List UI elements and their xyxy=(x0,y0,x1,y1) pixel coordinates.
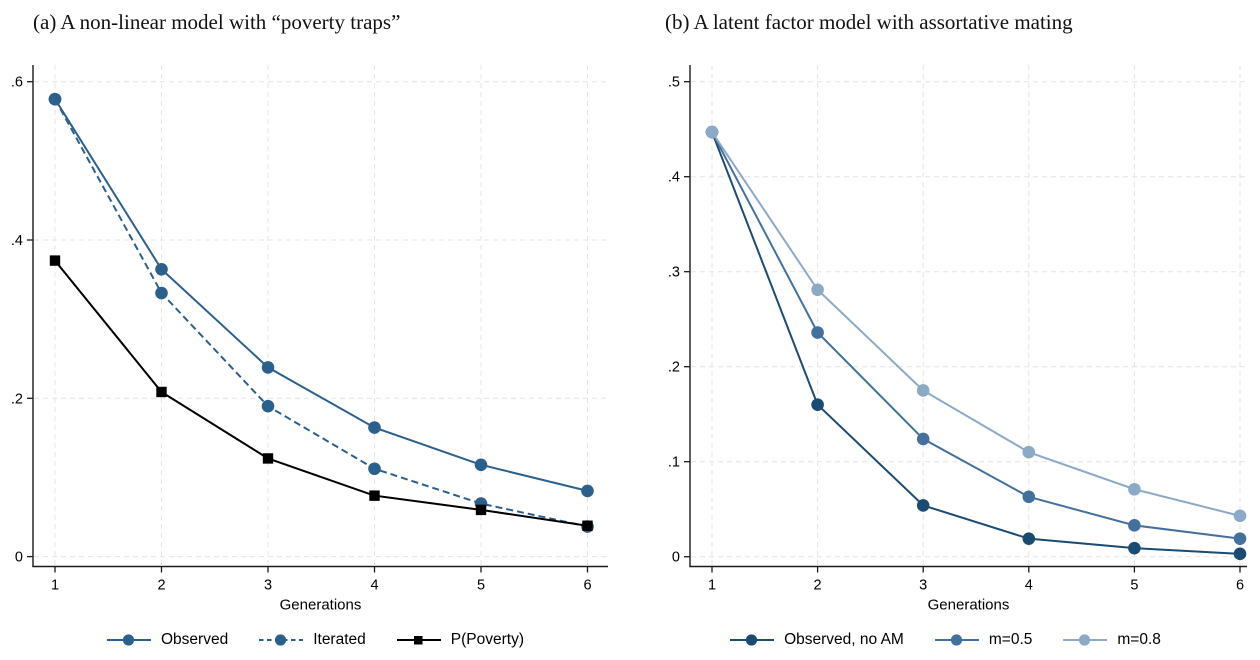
legend-key-m-0-5-icon xyxy=(934,634,979,646)
y-tick-label: 0 xyxy=(15,550,23,566)
legend-label: Observed xyxy=(161,631,229,648)
data-point-marker xyxy=(474,458,488,472)
series-m-0-8 xyxy=(705,125,1247,523)
x-tick-label: 6 xyxy=(1236,578,1244,594)
series-observed xyxy=(48,92,594,498)
data-point-marker xyxy=(261,399,275,413)
legend-label: Iterated xyxy=(313,631,366,648)
data-point-marker xyxy=(368,462,381,476)
data-point-marker xyxy=(811,398,824,412)
x-tick-label: 1 xyxy=(51,578,59,594)
legend-item-observed: Observed xyxy=(106,629,228,651)
x-tick-label: 2 xyxy=(814,578,822,594)
data-point-marker xyxy=(1128,519,1141,532)
y-tick-label: .2 xyxy=(668,360,680,376)
data-point-marker xyxy=(155,262,168,276)
series-p-poverty xyxy=(49,255,593,531)
data-point-marker xyxy=(369,490,380,501)
data-point-marker xyxy=(262,453,274,464)
legend-label: m=0.8 xyxy=(1117,631,1161,648)
legend-label: m=0.5 xyxy=(988,631,1033,648)
data-point-marker xyxy=(261,361,275,374)
legend-key-m-0-8-icon xyxy=(1063,634,1108,646)
x-axis-title: Generations xyxy=(280,597,362,614)
x-tick-label: 5 xyxy=(1130,578,1138,594)
legend-key-iterated-icon xyxy=(259,634,304,646)
data-point-marker xyxy=(1022,445,1036,459)
panel-b-legend: Observed, no AM m=0.5 m=0.8 xyxy=(630,629,1260,651)
y-tick-label: .4 xyxy=(11,233,23,249)
panel-b: (b) A latent factor model with assortati… xyxy=(630,0,1260,660)
series-observed-no-am xyxy=(705,125,1247,561)
y-tick-label: .2 xyxy=(11,391,23,407)
data-point-marker xyxy=(49,255,61,266)
series-m-0-5 xyxy=(705,125,1247,545)
legend-key-observed-icon xyxy=(107,634,151,646)
panel-a-legend: Observed Iterated P(Poverty) xyxy=(0,629,630,651)
data-point-marker xyxy=(705,125,719,139)
legend-label: P(Poverty) xyxy=(450,631,524,648)
y-tick-label: .6 xyxy=(11,75,23,91)
data-point-marker xyxy=(1022,532,1036,545)
legend-item-iterated: Iterated xyxy=(258,629,366,651)
data-point-marker xyxy=(582,520,593,531)
legend-item-observed-no-am: Observed, no AM xyxy=(729,629,904,651)
data-point-marker xyxy=(811,326,824,339)
data-point-marker xyxy=(1128,541,1141,555)
y-tick-label: .5 xyxy=(668,75,680,91)
panel-a-chart: 0 .2 .4 .6 1 2 3 4 5 6 Generations xyxy=(11,65,608,614)
legend-item-p-poverty: P(Poverty) xyxy=(396,629,524,651)
data-point-marker xyxy=(368,421,381,434)
legend-label: Observed, no AM xyxy=(784,631,904,648)
data-point-marker xyxy=(1128,482,1141,496)
y-tick-label: .3 xyxy=(668,265,680,281)
data-point-marker xyxy=(916,384,930,397)
x-tick-label: 4 xyxy=(370,578,378,594)
x-tick-label: 3 xyxy=(264,578,272,594)
legend-item-m-0-5: m=0.5 xyxy=(934,629,1033,651)
data-point-marker xyxy=(916,499,930,512)
legend-item-m-0-8: m=0.8 xyxy=(1062,629,1161,651)
x-tick-label: 2 xyxy=(157,578,165,594)
data-point-marker xyxy=(156,386,167,398)
data-point-marker xyxy=(1233,547,1247,561)
panel-b-chart: 0 .1 .2 .3 .4 .5 1 2 3 4 5 6 Generations xyxy=(668,65,1247,614)
legend-key-observed-no-am-icon xyxy=(730,634,775,646)
legend-key-p-poverty-icon xyxy=(396,636,441,645)
x-tick-label: 1 xyxy=(708,578,716,594)
data-point-marker xyxy=(1233,509,1247,523)
panel-b-title: (b) A latent factor model with assortati… xyxy=(665,10,1073,34)
data-point-marker xyxy=(581,484,594,498)
data-point-marker xyxy=(916,432,930,446)
data-point-marker xyxy=(1233,532,1247,545)
panel-a: (a) A non-linear model with “poverty tra… xyxy=(0,10,630,651)
y-tick-label: 0 xyxy=(672,550,680,566)
y-tick-label: .1 xyxy=(668,455,680,471)
data-point-marker xyxy=(48,92,62,106)
x-tick-label: 3 xyxy=(919,578,927,594)
x-tick-label: 6 xyxy=(583,578,591,594)
data-point-marker xyxy=(811,283,824,297)
x-axis-title: Generations xyxy=(928,597,1010,614)
data-point-marker xyxy=(475,504,487,516)
x-tick-label: 4 xyxy=(1025,578,1033,594)
data-point-marker xyxy=(155,286,168,300)
data-point-marker xyxy=(1022,490,1036,504)
y-tick-label: .4 xyxy=(668,170,680,186)
panel-a-title: (a) A non-linear model with “poverty tra… xyxy=(33,10,401,34)
series-iterated xyxy=(48,92,594,533)
x-tick-label: 5 xyxy=(477,578,485,594)
